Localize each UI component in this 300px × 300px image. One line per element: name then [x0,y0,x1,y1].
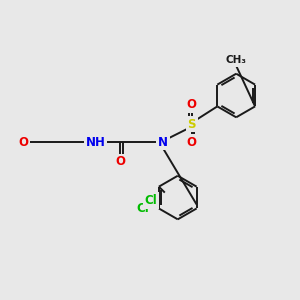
Text: NH: NH [85,136,105,148]
Text: O: O [187,98,196,111]
Text: CH₃: CH₃ [226,55,247,65]
Text: O: O [187,136,196,148]
Text: Cl: Cl [136,202,149,215]
Text: N: N [158,136,168,148]
Text: S: S [188,118,196,131]
Text: Cl: Cl [145,194,157,207]
Text: O: O [18,136,28,148]
Text: O: O [115,155,125,168]
